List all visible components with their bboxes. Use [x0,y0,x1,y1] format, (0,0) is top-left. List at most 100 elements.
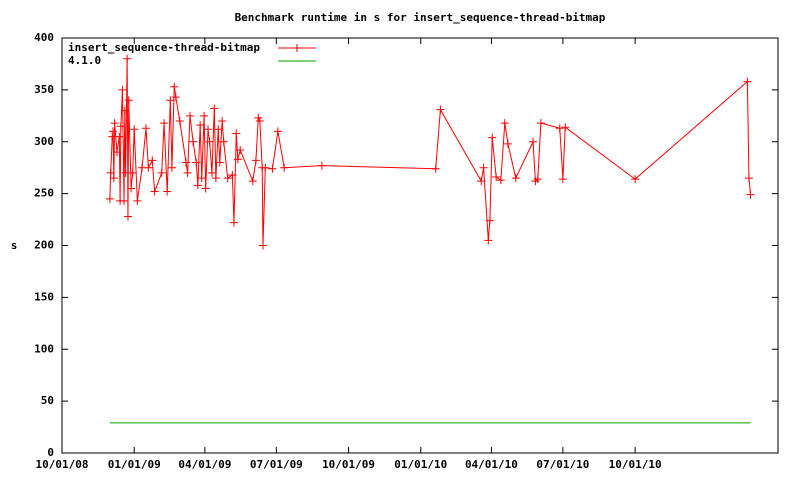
point-marker [142,124,151,133]
point-marker [477,177,486,186]
point-marker [123,212,132,221]
point-marker [175,117,184,125]
point-marker [273,127,282,136]
point-marker [561,123,570,132]
point-marker [211,174,220,183]
point-marker [236,146,245,155]
point-marker [743,77,752,86]
point-marker [268,164,277,173]
point-marker [233,155,242,164]
point-marker [496,176,505,185]
legend-label: insert_sequence-thread-bitmap [68,41,260,54]
point-marker [223,174,232,183]
point-marker [170,82,179,91]
y-tick-label: 0 [47,446,54,459]
point-marker [171,93,180,102]
point-marker [150,187,159,196]
point-marker [112,148,121,157]
point-marker [484,236,493,245]
point-marker [106,168,115,177]
y-tick-label: 150 [34,290,54,303]
x-tick-label: 01/01/10 [394,458,447,471]
point-marker [280,163,289,172]
legend-marker [293,44,301,52]
point-marker [130,125,139,134]
point-marker [218,117,227,125]
x-tick-label: 07/01/09 [250,458,303,471]
y-tick-label: 350 [34,83,54,96]
point-marker [192,158,201,167]
point-marker [109,174,118,183]
point-marker [248,177,257,186]
point-marker [207,168,216,177]
point-marker [182,158,191,167]
point-marker [157,168,166,177]
point-marker [116,122,125,131]
point-marker [500,119,509,128]
point-marker [189,137,198,146]
point-marker [120,196,129,205]
point-marker [193,181,202,190]
point-marker [488,133,497,142]
point-marker [228,170,237,179]
point-marker [160,119,169,128]
point-marker [205,137,214,146]
y-tick-label: 100 [34,342,54,355]
point-marker [167,163,176,172]
point-marker [183,168,192,177]
point-marker [529,137,538,146]
point-marker [229,218,238,227]
point-marker [166,96,175,105]
point-marker [118,85,127,94]
point-marker [120,106,129,115]
y-tick-label: 50 [41,394,54,407]
x-tick-label: 01/01/09 [108,458,161,471]
point-marker [511,174,520,183]
point-marker [503,139,512,148]
point-marker [124,96,133,105]
point-marker [431,164,440,173]
point-marker [744,174,753,183]
legend-label: 4.1.0 [68,54,101,67]
point-marker [144,163,153,172]
point-marker [485,216,494,225]
point-marker [123,54,132,63]
point-marker [115,132,124,141]
point-marker [201,184,210,193]
point-marker [200,111,209,120]
x-tick-label: 10/01/09 [322,458,375,471]
point-marker [197,174,206,183]
point-marker [558,175,567,184]
point-marker [533,175,542,184]
point-marker [108,132,117,141]
point-marker [436,105,445,114]
x-tick-label: 10/01/08 [36,458,89,471]
point-marker [196,121,205,130]
x-tick-label: 10/01/10 [609,458,662,471]
point-marker [258,241,267,250]
point-marker [148,156,157,165]
point-marker [317,161,326,170]
point-marker [110,119,119,128]
point-marker [232,129,241,138]
y-tick-label: 250 [34,187,54,200]
x-tick-label: 04/01/10 [465,458,518,471]
point-marker [128,168,137,177]
point-marker [255,117,264,125]
y-tick-label: 300 [34,135,54,148]
x-tick-label: 07/01/10 [536,458,589,471]
y-tick-label: 200 [34,239,54,252]
point-marker [215,158,224,167]
point-marker [109,127,118,136]
point-marker [536,119,545,128]
point-marker [214,125,223,134]
point-marker [555,124,564,133]
point-marker [479,163,488,172]
x-tick-label: 04/01/09 [178,458,231,471]
y-tick-label: 400 [34,31,54,44]
point-marker [105,194,114,203]
point-marker [133,196,142,205]
point-marker [492,173,501,182]
